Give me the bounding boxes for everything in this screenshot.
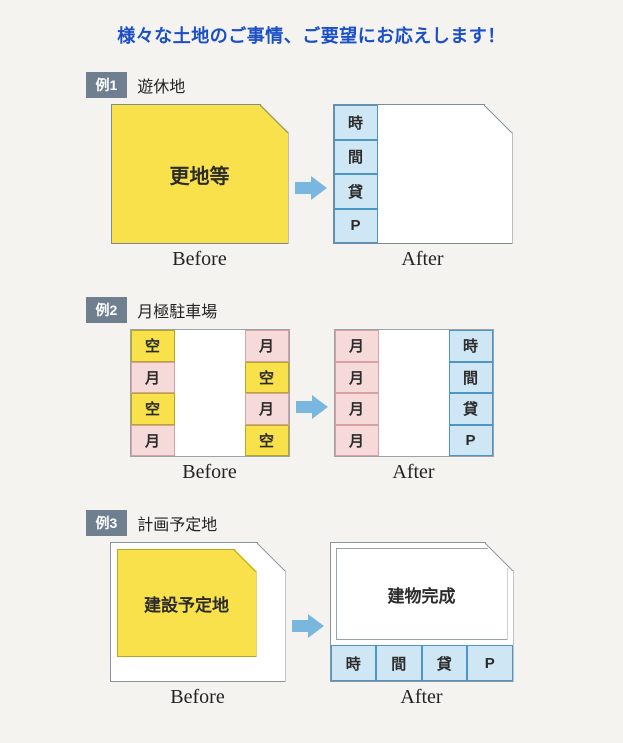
example-2-after-panel: 月月月月 時間貸P After bbox=[334, 329, 494, 484]
cell-time-4: P bbox=[334, 209, 378, 244]
example-3-header: 例3 計画予定地 bbox=[86, 510, 542, 536]
headline: 様々な土地のご事情、ご要望にお応えします！ bbox=[0, 22, 623, 48]
grid-cell: 貸 bbox=[422, 645, 468, 681]
after-caption: After bbox=[401, 248, 443, 271]
cell-time-1: 時 bbox=[334, 105, 378, 140]
example-3-after-lot: 建物完成 時間貸P bbox=[330, 542, 514, 682]
example-3-tag: 例3 bbox=[86, 510, 128, 536]
example-1: 例1 遊休地 更地等 Before 時 間 貸 P After bbox=[82, 72, 542, 271]
example-3: 例3 計画予定地 建設予定地 Before 建物完成 時間貸P bbox=[82, 510, 542, 709]
before-caption: Before bbox=[170, 686, 224, 709]
example-2: 例2 月極駐車場 空月空月 月空月空 Before 月月月月 時間貸P Afte… bbox=[82, 297, 542, 484]
grid-cell: 月 bbox=[245, 393, 289, 425]
grid-cell: 間 bbox=[449, 362, 493, 394]
grid-cell: 空 bbox=[245, 425, 289, 457]
grid-cell: 時 bbox=[449, 330, 493, 362]
grid-cell: 貸 bbox=[449, 393, 493, 425]
grid-cell: 月 bbox=[131, 362, 175, 394]
example-1-before-label: 更地等 bbox=[170, 160, 230, 189]
example-3-after-label: 建物完成 bbox=[388, 582, 456, 607]
cell-time-3: 貸 bbox=[334, 174, 378, 209]
example-3-before-lot: 建設予定地 bbox=[110, 542, 286, 682]
arrow-icon bbox=[292, 612, 324, 640]
after-caption: After bbox=[392, 461, 434, 484]
grid-cell: 月 bbox=[335, 393, 379, 425]
cell-time-2: 間 bbox=[334, 140, 378, 175]
example-2-title: 月極駐車場 bbox=[137, 298, 217, 322]
before-caption: Before bbox=[182, 461, 236, 484]
arrow-icon bbox=[295, 174, 327, 202]
example-3-before-inner: 建設予定地 bbox=[117, 549, 257, 657]
grid-cell: 空 bbox=[245, 362, 289, 394]
grid-cell: 空 bbox=[131, 393, 175, 425]
grid-cell: 月 bbox=[335, 330, 379, 362]
grid-cell: 月 bbox=[335, 362, 379, 394]
example-1-header: 例1 遊休地 bbox=[86, 72, 542, 98]
grid-cell: 間 bbox=[376, 645, 422, 681]
grid-cell: 月 bbox=[131, 425, 175, 457]
example-3-before-label: 建設予定地 bbox=[144, 591, 229, 616]
grid-cell: P bbox=[467, 645, 513, 681]
example-3-before-panel: 建設予定地 Before bbox=[110, 542, 286, 709]
before-caption: Before bbox=[172, 248, 226, 271]
example-1-title: 遊休地 bbox=[137, 73, 185, 97]
example-3-after-panel: 建物完成 時間貸P After bbox=[330, 542, 514, 709]
example-2-before-grid: 空月空月 月空月空 bbox=[130, 329, 290, 457]
grid-cell: P bbox=[449, 425, 493, 457]
example-1-after-panel: 時 間 貸 P After bbox=[333, 104, 513, 271]
grid-cell: 月 bbox=[335, 425, 379, 457]
example-2-tag: 例2 bbox=[86, 297, 128, 323]
example-3-after-building: 建物完成 bbox=[336, 548, 508, 640]
arrow-icon bbox=[296, 393, 328, 421]
example-2-after-grid: 月月月月 時間貸P bbox=[334, 329, 494, 457]
grid-cell: 時 bbox=[331, 645, 377, 681]
example-2-before-panel: 空月空月 月空月空 Before bbox=[130, 329, 290, 484]
example-1-before-panel: 更地等 Before bbox=[111, 104, 289, 271]
example-1-tag: 例1 bbox=[86, 72, 128, 98]
example-1-before-lot: 更地等 bbox=[111, 104, 289, 244]
example-3-title: 計画予定地 bbox=[137, 511, 217, 535]
example-2-header: 例2 月極駐車場 bbox=[86, 297, 542, 323]
grid-cell: 月 bbox=[245, 330, 289, 362]
after-caption: After bbox=[400, 686, 442, 709]
example-1-after-lot: 時 間 貸 P bbox=[333, 104, 513, 244]
grid-cell: 空 bbox=[131, 330, 175, 362]
